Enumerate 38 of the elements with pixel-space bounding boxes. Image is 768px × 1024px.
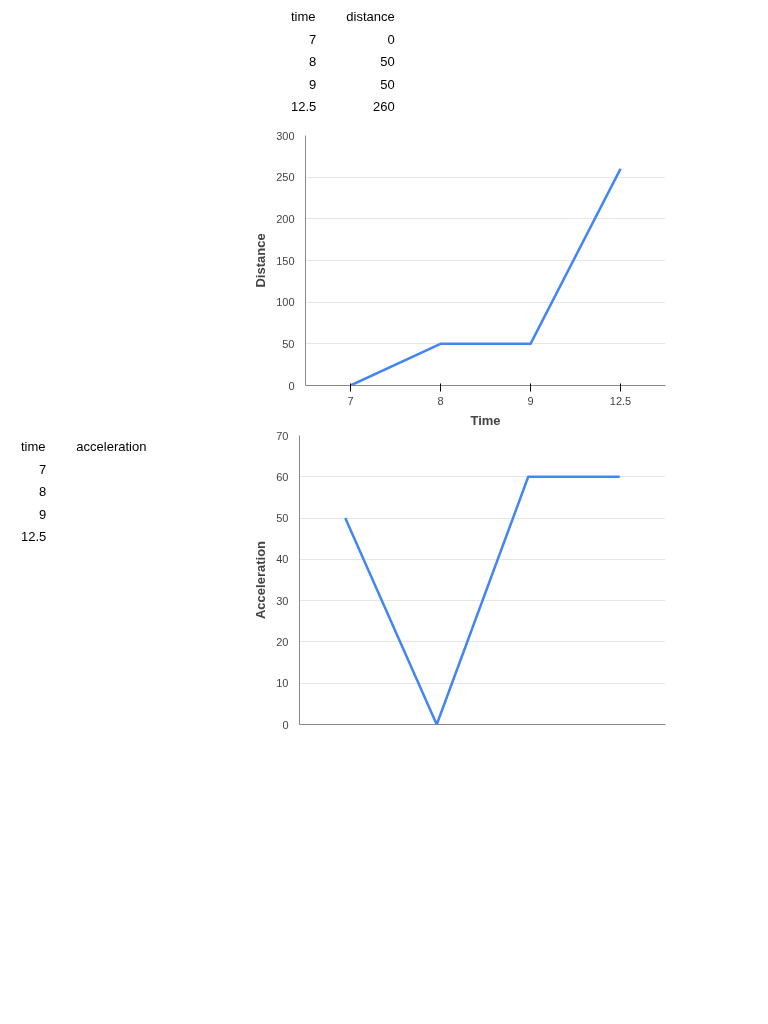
y-tick-label: 60 [276, 470, 289, 483]
y-tick-label: 150 [276, 254, 295, 267]
y-axis-title: Acceleration [253, 540, 269, 619]
y-tick-label: 300 [276, 129, 295, 142]
y-tick-label: 0 [282, 718, 289, 731]
y-tick-label: 30 [276, 594, 289, 607]
y-axis-title: Distance [253, 233, 269, 288]
x-axis-title: Time [470, 412, 501, 428]
text: 12.5 [20, 528, 48, 547]
y-tick-label: 20 [276, 635, 289, 648]
text: 9 [38, 505, 48, 524]
text: 50 [379, 75, 396, 94]
text: 7 [38, 460, 48, 479]
x-tick-label: 8 [437, 394, 444, 407]
y-tick-label: 200 [276, 212, 295, 225]
y-tick-label: 50 [282, 337, 295, 350]
x-tick-label: 9 [527, 394, 534, 407]
y-tick-label: 10 [276, 677, 289, 690]
text: 260 [372, 98, 396, 117]
text: 0 [386, 30, 396, 49]
text: 9 [308, 75, 318, 94]
text: time [290, 8, 317, 26]
text: acceleration [75, 437, 148, 456]
y-tick-label: 70 [276, 429, 289, 442]
text: 12.5 [290, 98, 318, 117]
text: 50 [379, 53, 396, 72]
x-tick-label: 12.5 [609, 394, 632, 407]
x-tick-label: 7 [347, 394, 354, 407]
text: 7 [308, 30, 318, 49]
y-tick-label: 100 [276, 296, 295, 309]
y-tick-label: 250 [276, 171, 295, 184]
y-tick-label: 0 [288, 379, 295, 392]
y-tick-label: 50 [276, 512, 289, 525]
text: time [20, 437, 47, 456]
text: distance [345, 8, 396, 26]
text: 8 [308, 53, 318, 72]
y-tick-label: 40 [276, 553, 289, 566]
text: 8 [38, 483, 48, 502]
